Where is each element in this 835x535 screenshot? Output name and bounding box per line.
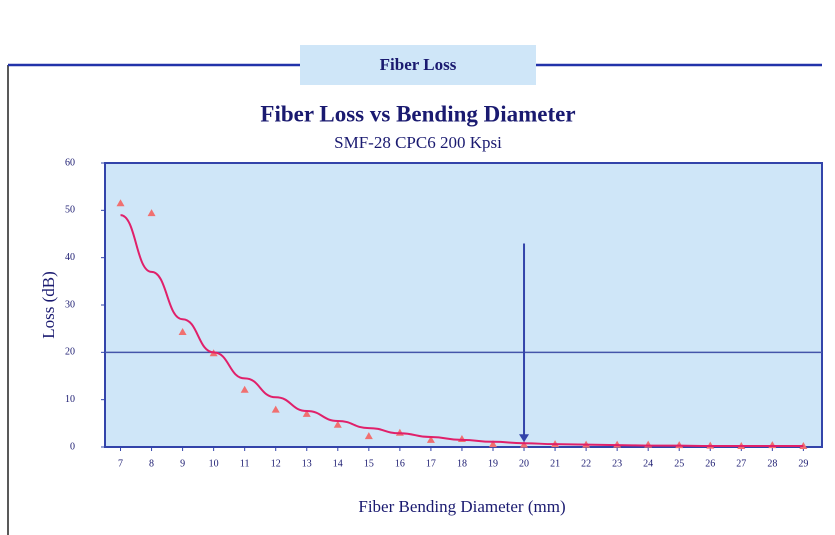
y-tick-label: 20 [65,347,75,358]
y-tick-label: 50 [65,205,75,216]
slide: Fiber Loss Fiber Loss vs Bending Diamete… [0,0,835,535]
x-tick-label: 12 [271,458,281,469]
x-tick-label: 19 [488,458,498,469]
y-tick-label: 60 [65,157,75,168]
header-title: Fiber Loss [380,55,457,74]
x-tick-label: 22 [581,458,591,469]
x-tick-label: 15 [364,458,374,469]
x-tick-label: 18 [457,458,467,469]
x-tick-label: 26 [705,458,715,469]
x-tick-label: 11 [240,458,250,469]
x-tick-label: 24 [643,458,653,469]
x-tick-label: 8 [149,458,154,469]
x-tick-label: 25 [674,458,684,469]
x-tick-label: 14 [333,458,343,469]
x-tick-label: 16 [395,458,405,469]
y-tick-label: 40 [65,252,75,263]
x-tick-label: 17 [426,458,436,469]
y-tick-label: 0 [70,441,75,452]
x-tick-label: 27 [736,458,746,469]
chart-title: Fiber Loss vs Bending Diameter [260,101,575,126]
plot-area [105,163,822,447]
y-tick-label: 30 [65,299,75,310]
x-axis-label: Fiber Bending Diameter (mm) [358,497,565,516]
x-tick-label: 9 [180,458,185,469]
x-tick-label: 21 [550,458,560,469]
x-tick-label: 20 [519,458,529,469]
x-tick-label: 28 [767,458,777,469]
x-tick-label: 29 [798,458,808,469]
y-tick-label: 10 [65,394,75,405]
x-tick-label: 10 [209,458,219,469]
x-tick-label: 13 [302,458,312,469]
y-axis-label: Loss (dB) [39,271,58,339]
x-tick-label: 23 [612,458,622,469]
x-tick-label: 7 [118,458,123,469]
chart-subtitle: SMF-28 CPC6 200 Kpsi [334,133,502,152]
